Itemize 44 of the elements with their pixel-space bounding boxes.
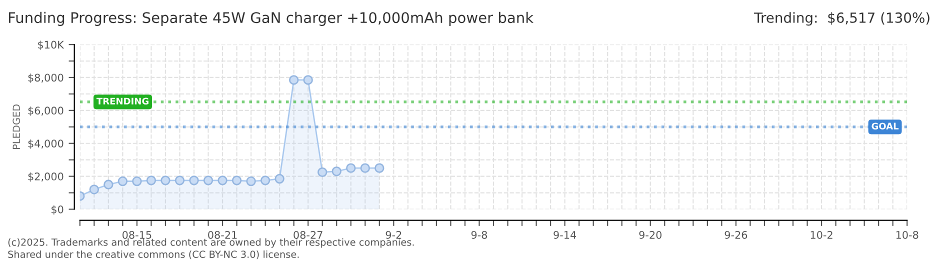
point [303,75,313,85]
x-tick-label: 9-14 [554,230,576,239]
x-tick-label: 9-2 [386,230,402,239]
y-tick-label: $10K [38,40,64,50]
point [288,75,299,85]
ref-line-label: GOAL [872,122,899,130]
chart-title: Funding Progress: Separate 45W GaN charger +10,000mAh power bank [8,12,534,26]
x-tick-label: 9-26 [724,230,748,239]
point [160,176,170,186]
y-tick-label: $2,000 [28,172,64,182]
y-tick-label: $8,000 [28,74,64,83]
ref-line-label: TRENDING [96,98,148,105]
x-tick-label: 10-2 [810,230,832,239]
point [274,174,284,184]
point [218,176,228,186]
x-tick-label: 9-8 [471,230,488,239]
text: (c)2025. Trademarks and related content are owned by their respective companies. [8,238,414,248]
point [346,163,356,173]
point [374,163,384,173]
point [360,163,370,173]
x-tick-label: 08-27 [294,230,322,239]
point [203,176,214,186]
point [146,176,156,186]
point [89,184,100,194]
point [132,176,142,186]
y-axis-title: PLEDGED [12,104,20,149]
point [317,167,328,178]
x-tick-label: 08-21 [208,230,237,239]
y-tick-label: $6,000 [28,106,64,116]
point [104,180,114,190]
x-tick-label: 08-15 [122,230,152,239]
y-tick-label: $4,000 [28,139,64,149]
text: Trending: $6,517 (130%) [754,12,930,26]
y-tick-label: $0 [52,205,64,215]
point [332,166,342,176]
text: Shared under the creative commons (CC BY-NC 3.0) license. [8,250,299,260]
point [189,176,199,186]
point [174,176,185,186]
point [246,176,256,186]
x-tick-label: 9-20 [639,230,662,239]
point [260,176,270,186]
point [118,176,128,186]
x-tick-label: 10-8 [896,230,918,239]
point [232,176,242,186]
